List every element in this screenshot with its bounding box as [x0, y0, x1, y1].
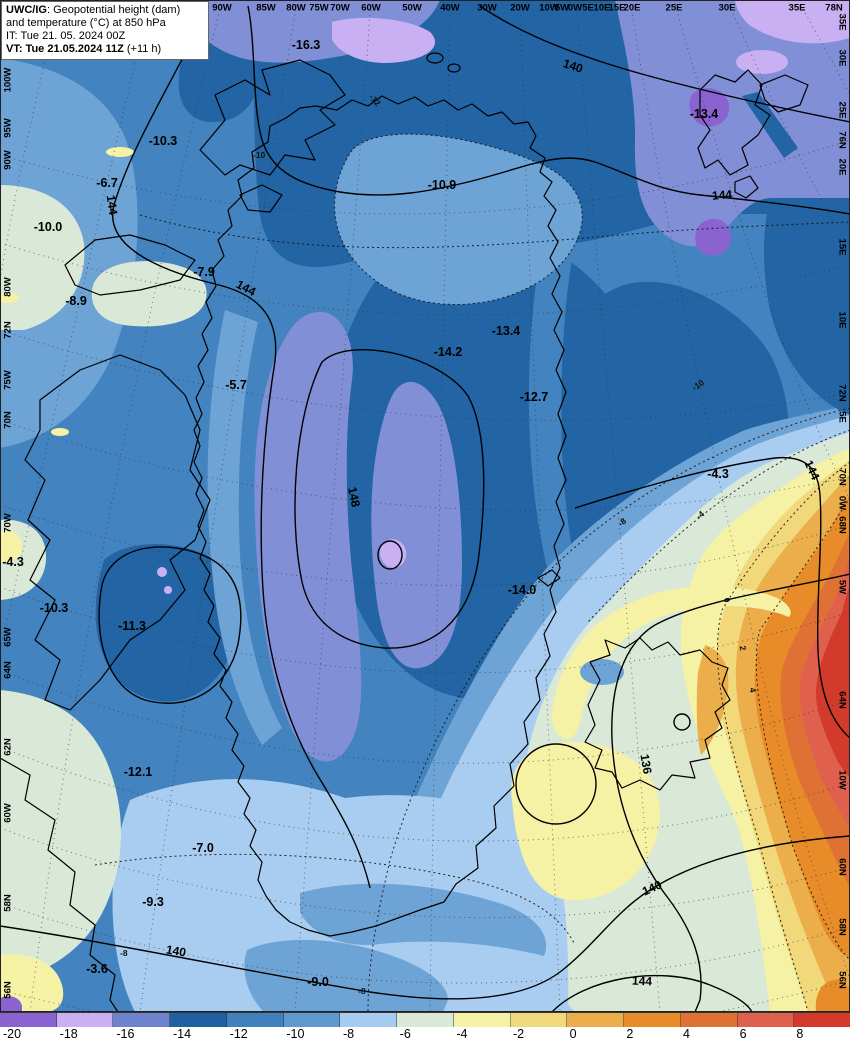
height-contours: [0, 5, 850, 1012]
temperature-colorbar: [0, 1012, 850, 1028]
header-line-3: IT: Tue 21. 05. 2024 00Z: [6, 30, 126, 42]
svalbard-ne-island: [759, 74, 809, 113]
colorbar-swatch: [340, 1013, 398, 1027]
colorbar-tick-label: -12: [229, 1027, 248, 1041]
temperature-shading-layer: [0, 0, 850, 1012]
colorbar-swatch: [283, 1013, 341, 1027]
colorbar-swatch: [0, 1013, 57, 1027]
ellesmere-coast: [199, 59, 346, 176]
iceland-coast: [584, 637, 731, 791]
colorbar-tick-label: -8: [343, 1027, 355, 1041]
colorbar-tick-label: -10: [286, 1027, 305, 1041]
svalbard-s-island: [734, 175, 759, 199]
colorbar-tick-label: 6: [739, 1027, 747, 1041]
colorbar-swatch: [170, 1013, 227, 1027]
labrador-coast: [0, 757, 119, 1012]
colorbar-swatch: [226, 1013, 284, 1027]
coastlines: [0, 52, 809, 1012]
header-line-1: UWC/IG: Geopotential height (dam): [6, 4, 181, 16]
legend-header-box: UWC/IG: Geopotential height (dam) and te…: [1, 1, 209, 60]
devon-coast: [64, 234, 196, 296]
colorbar-tick-label: 4: [683, 1027, 690, 1041]
colorbar-swatch: [56, 1013, 114, 1027]
colorbar-tick-label: -4: [456, 1027, 468, 1041]
colorbar-swatch: [794, 1013, 850, 1027]
colorbar-swatch: [737, 1013, 795, 1027]
colorbar-tick-label: -18: [59, 1027, 78, 1041]
colorbar-tick-label: -20: [3, 1027, 22, 1041]
colorbar-tick-label: 2: [626, 1027, 634, 1041]
svalbard-coast: [697, 69, 771, 176]
header-line-4: VT: Tue 21.05.2024 11Z (+11 h): [6, 43, 162, 55]
weather-map-svg: [0, 0, 850, 1012]
colorbar-swatch: [567, 1013, 625, 1027]
header-line-2: and temperature (°C) at 850 hPa: [6, 17, 166, 29]
colorbar-swatch: [624, 1013, 681, 1027]
isotherm-lines: [94, 133, 850, 1012]
greenland-coast: [193, 95, 567, 937]
arctic-islet2: [447, 63, 461, 73]
jan-mayen: [537, 569, 561, 587]
colorbar-swatch: [510, 1013, 568, 1027]
colorbar-ticks: -20 -18 -16 -14 -12 -10 -8 -6 -4 -2 0 2 4 6 8: [0, 1027, 850, 1041]
weather-map: -16.3 -13.4 -10.3 -6.7 -10.9 -10.0 -7.9 -8.9 -13…: [0, 0, 850, 1012]
arctic-islet: [426, 52, 444, 64]
colorbar-tick-label: 8: [796, 1027, 804, 1041]
colorbar-tick-label: -2: [513, 1027, 525, 1041]
colorbar-tick-label: -16: [116, 1027, 135, 1041]
colorbar-swatch: [397, 1013, 454, 1027]
colorbar-swatch: [680, 1013, 738, 1027]
colorbar-tick-label: -14: [173, 1027, 192, 1041]
colorbar-swatch: [113, 1013, 171, 1027]
baffin-coast: [24, 354, 211, 711]
colorbar-tick-label: -6: [399, 1027, 411, 1041]
colorbar-tick-label: 0: [569, 1027, 577, 1041]
island-small: [239, 184, 283, 213]
colorbar-swatch: [453, 1013, 511, 1027]
